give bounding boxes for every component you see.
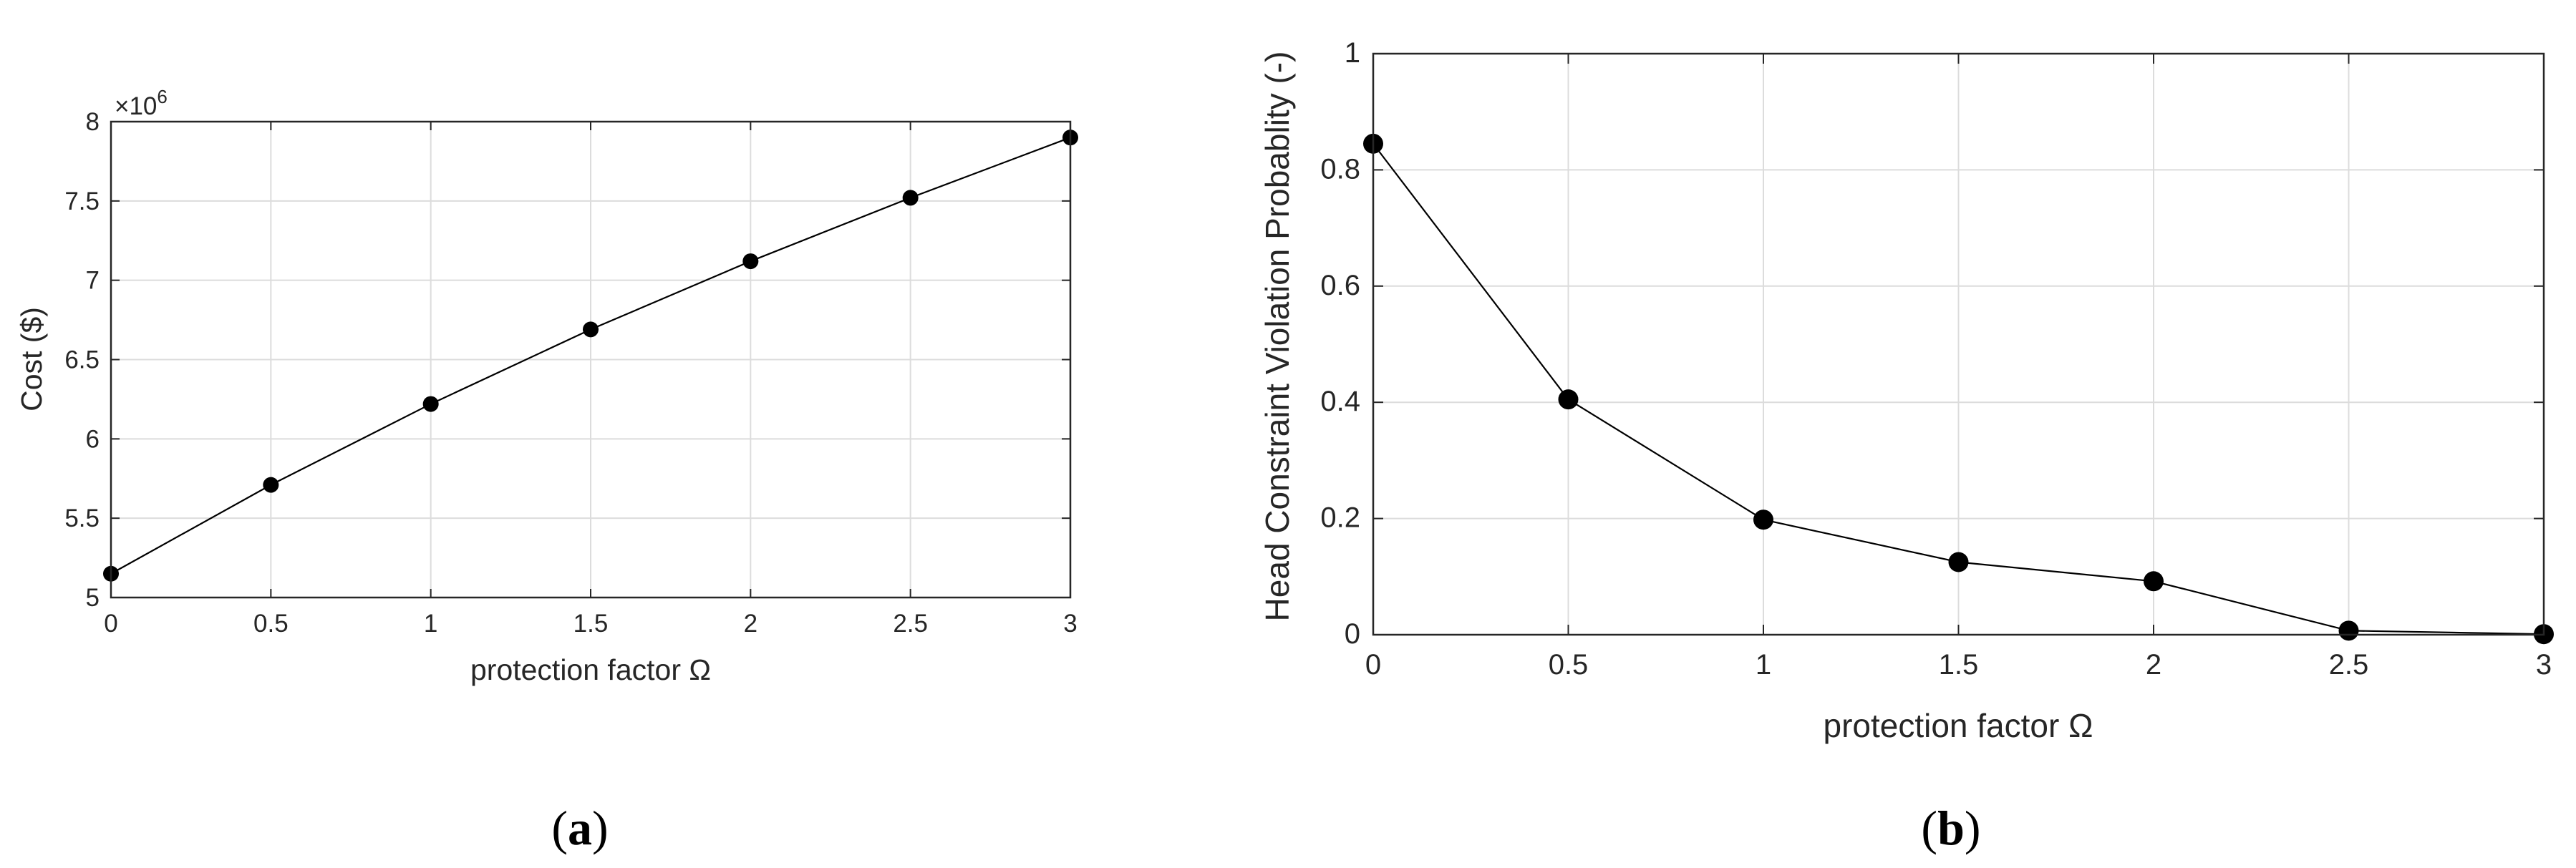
y-tick-label: 0.2 (1320, 502, 1360, 534)
x-tick-label: 1.5 (1939, 649, 1979, 681)
axes-box-b (1372, 52, 2545, 636)
data-point (2144, 571, 2164, 592)
data-point (1558, 389, 1579, 410)
x-tick-label: 0 (104, 610, 117, 638)
x-tick-label: 3 (1063, 610, 1077, 638)
y-tick-label: 0 (1345, 618, 1360, 650)
data-point (742, 253, 759, 270)
data-point (1948, 552, 1969, 572)
x-tick-labels-b: 0 0.5 1 1.5 2 2.5 3 (1365, 649, 2552, 681)
data-point (2338, 620, 2359, 641)
x-tick-label: 0.5 (253, 610, 289, 638)
x-tick-label: 0.5 (1549, 649, 1589, 681)
x-tick-labels-a: 0 0.5 1 1.5 2 2.5 3 (104, 610, 1077, 638)
panel-caption-a: (a) (551, 801, 608, 855)
x-axis-label-a: protection factor Ω (470, 653, 711, 686)
x-tick-label: 2.5 (893, 610, 928, 638)
data-point (422, 396, 439, 412)
y-tick-label: 1 (1345, 37, 1360, 69)
data-point (1753, 509, 1773, 530)
y-tick-label: 0.4 (1320, 386, 1360, 417)
x-tick-label: 3 (2536, 649, 2552, 681)
y-tick-labels-a: 5 5.5 6 6.5 7 7.5 8 (64, 108, 100, 612)
y-tick-label: 7 (86, 267, 100, 295)
y-tick-label: 5 (86, 584, 100, 612)
y-tick-labels-b: 0 0.2 0.4 0.6 0.8 1 (1320, 37, 1360, 650)
y-tick-label: 6.5 (64, 346, 100, 374)
data-point (263, 477, 279, 493)
y-tick-label: 5.5 (64, 504, 100, 532)
x-tick-label: 0 (1365, 649, 1381, 681)
y-exponent-a: ×106 (115, 86, 168, 120)
axes-box-a (110, 120, 1072, 599)
data-point (583, 321, 599, 338)
x-tick-label: 1.5 (573, 610, 609, 638)
x-tick-label: 2 (744, 610, 757, 638)
y-tick-label: 6 (86, 425, 100, 453)
y-axis-label-b: Head Constraint Violation Probablity (-) (1259, 52, 1296, 622)
y-tick-label: 0.6 (1320, 270, 1360, 301)
panel-caption-b: (b) (1921, 801, 1980, 855)
x-axis-label-b: protection factor Ω (1823, 707, 2093, 744)
x-tick-label: 2 (2146, 649, 2161, 681)
x-tick-label: 1 (1756, 649, 1771, 681)
y-tick-label: 8 (86, 108, 100, 136)
chart-panel-a: 0 0.5 1 1.5 2 2.5 3 5 5.5 6 6.5 7 7.5 8 ×106 protect… (15, 86, 1078, 855)
data-point (902, 190, 919, 206)
chart-panel-b: 0 0.5 1 1.5 2 2.5 3 0 0.2 0.4 0.6 0.8 1 protection … (1259, 37, 2554, 855)
y-axis-label-a: Cost ($) (15, 307, 48, 411)
x-tick-label: 2.5 (2329, 649, 2369, 681)
x-tick-label: 1 (424, 610, 437, 638)
y-tick-label: 0.8 (1320, 153, 1360, 185)
y-tick-label: 7.5 (64, 187, 100, 215)
series-b (1363, 133, 2554, 645)
